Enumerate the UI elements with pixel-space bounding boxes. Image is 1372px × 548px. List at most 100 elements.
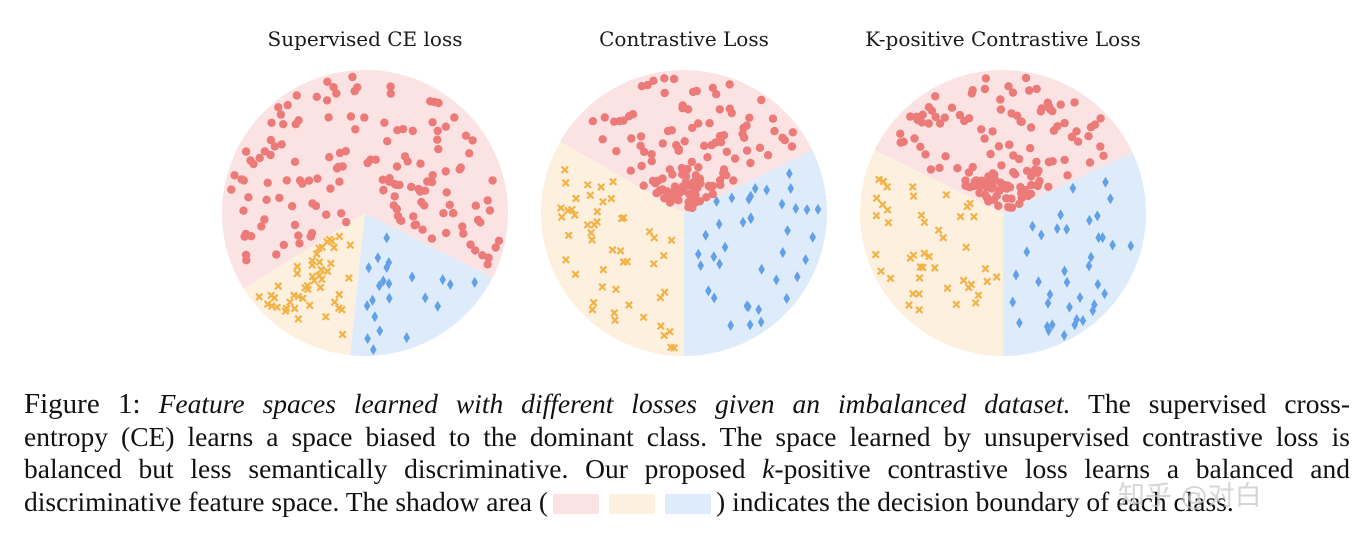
class-c-point xyxy=(385,278,393,290)
class-b-point xyxy=(587,228,596,237)
class-a-point xyxy=(610,117,619,126)
class-b-point xyxy=(656,293,665,302)
class-a-point xyxy=(730,154,740,163)
class-c-point xyxy=(380,275,387,287)
class-c-point xyxy=(713,195,720,207)
class-a-point xyxy=(434,144,443,154)
class-a-point xyxy=(712,90,721,99)
class-a-point xyxy=(488,176,497,185)
class-a-point xyxy=(311,201,321,211)
class-c-point xyxy=(778,198,786,210)
class-a-point xyxy=(1025,86,1034,95)
class-a-point xyxy=(441,228,451,238)
class-b-point xyxy=(908,182,917,191)
class-a-point xyxy=(600,113,609,122)
class-a-point xyxy=(1067,132,1077,142)
class-b-point xyxy=(645,227,654,236)
class-a-point xyxy=(266,150,275,160)
class-a-point xyxy=(980,134,989,143)
class-a-point xyxy=(1004,82,1013,91)
class-b-point xyxy=(572,194,580,203)
class-b-point xyxy=(981,264,990,273)
class-c-point xyxy=(794,271,801,283)
class-a-point xyxy=(921,150,930,159)
class-a-point xyxy=(953,164,962,173)
class-a-point xyxy=(965,114,974,123)
class-c-point xyxy=(746,319,754,331)
caption-line-1-rest: The supervised cross- xyxy=(1088,388,1351,419)
class-c-point xyxy=(1044,297,1052,309)
class-b-point xyxy=(943,284,952,293)
class-b-point xyxy=(915,305,924,314)
class-a-point xyxy=(669,74,679,84)
class-b-point xyxy=(583,180,592,189)
class-c-point xyxy=(1012,269,1020,281)
class-b-point xyxy=(315,244,323,253)
class-a-point xyxy=(1085,158,1095,167)
class-b-point xyxy=(650,233,659,242)
class-a-point xyxy=(639,181,648,190)
class-a-point xyxy=(1044,157,1054,167)
class-c-point xyxy=(716,258,723,270)
class-b-point xyxy=(588,305,597,314)
class-a-point xyxy=(683,164,692,174)
class-b-point xyxy=(286,298,294,307)
class-a-point xyxy=(1053,122,1062,131)
class-c-point xyxy=(755,304,762,316)
class-c-point xyxy=(783,293,790,304)
class-a-point xyxy=(386,89,395,98)
class-a-point xyxy=(290,220,300,230)
class-a-point xyxy=(332,89,341,98)
class-c-point xyxy=(814,203,822,215)
class-b-point xyxy=(308,261,317,270)
class-b-point xyxy=(563,206,572,215)
class-c-point xyxy=(1076,292,1084,303)
class-b-point xyxy=(323,267,332,276)
class-c-point xyxy=(1016,317,1023,329)
class-a-point xyxy=(1096,142,1105,151)
class-a-point xyxy=(996,178,1005,187)
class-a-point xyxy=(257,222,266,231)
class-a-point xyxy=(266,135,276,145)
class-c-point xyxy=(786,168,793,180)
class-a-point xyxy=(275,193,284,203)
class-a-point xyxy=(249,159,258,169)
class-a-point xyxy=(708,83,717,93)
class-a-point xyxy=(255,153,264,163)
class-a-point xyxy=(988,127,997,136)
class-c-point xyxy=(763,184,770,196)
class-a-point xyxy=(931,92,940,101)
class-a-point xyxy=(420,201,429,210)
class-a-point xyxy=(282,176,291,185)
class-c-point xyxy=(370,344,377,356)
class-b-point xyxy=(659,251,668,260)
class-b-point xyxy=(625,301,633,309)
class-a-point xyxy=(725,80,734,89)
class-a-point xyxy=(1032,84,1041,94)
class-b-point xyxy=(588,235,597,244)
class-a-point xyxy=(688,87,698,97)
class-c-point xyxy=(383,262,390,273)
class-b-point xyxy=(290,304,299,313)
class-a-point xyxy=(689,196,698,205)
class-a-point xyxy=(241,147,251,156)
panel-supervised-ce: Supervised CE loss xyxy=(221,27,508,357)
class-a-point xyxy=(410,221,419,230)
class-a-point xyxy=(456,163,465,172)
class-a-point xyxy=(403,157,412,166)
figure-panels: Supervised CE loss Contrastive Loss K-po… xyxy=(221,27,1146,357)
class-c-point xyxy=(705,285,712,297)
class-a-point xyxy=(977,125,986,134)
class-a-point xyxy=(1032,157,1041,167)
class-a-point xyxy=(1063,171,1072,180)
class-c-point xyxy=(1127,240,1135,252)
class-a-point xyxy=(994,201,1003,210)
class-a-point xyxy=(483,196,492,205)
class-a-point xyxy=(931,112,940,122)
class-a-point xyxy=(755,143,765,152)
class-a-point xyxy=(643,80,652,90)
class-a-point xyxy=(1099,151,1108,160)
class-a-point xyxy=(262,195,271,204)
class-a-point xyxy=(1016,182,1025,192)
class-c-point xyxy=(1091,299,1098,311)
